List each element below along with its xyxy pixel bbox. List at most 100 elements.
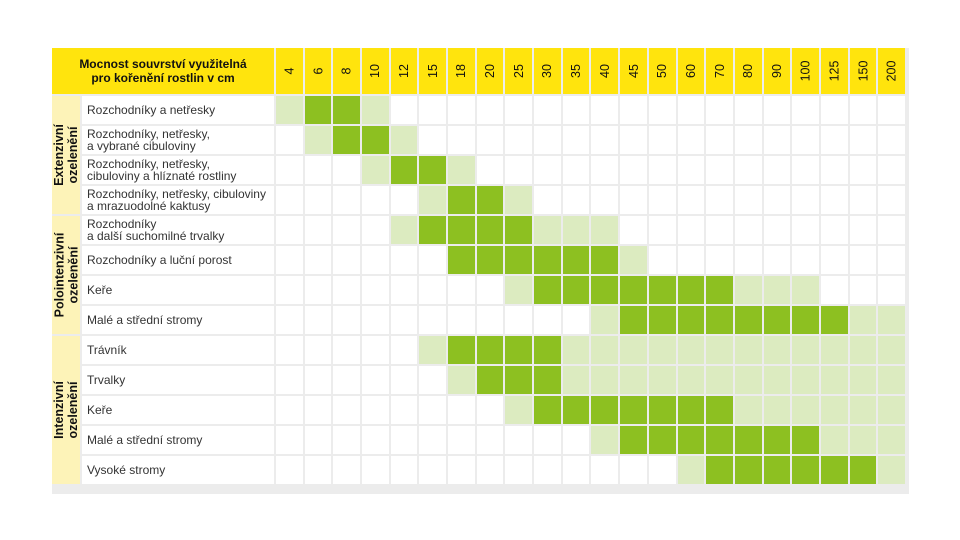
cell-empty	[362, 456, 389, 484]
cell-suitable	[849, 306, 877, 334]
cell-empty	[333, 456, 361, 484]
cell-suitable	[505, 276, 533, 304]
cell-empty	[419, 396, 447, 424]
cell-optimal	[534, 246, 561, 274]
cell-suitable	[849, 426, 877, 454]
cell-optimal	[534, 396, 561, 424]
column-header: 70	[706, 48, 733, 94]
column-header: 8	[333, 48, 361, 94]
row-label: Trávník	[82, 336, 274, 364]
cell-empty	[534, 426, 561, 454]
cell-empty	[820, 216, 848, 244]
column-header-label: 200	[884, 60, 899, 82]
cell-optimal	[620, 276, 647, 304]
cell-suitable	[878, 336, 905, 364]
cell-empty	[390, 186, 418, 214]
cell-suitable	[562, 336, 590, 364]
cell-suitable	[505, 396, 533, 424]
cell-empty	[878, 246, 905, 274]
cell-empty	[476, 426, 504, 454]
cell-empty	[562, 456, 590, 484]
cell-empty	[763, 186, 791, 214]
cell-empty	[534, 306, 561, 334]
cell-suitable	[820, 366, 848, 394]
cell-empty	[792, 126, 819, 154]
cell-empty	[304, 216, 332, 244]
column-header: 12	[390, 48, 418, 94]
cell-empty	[476, 456, 504, 484]
cell-optimal	[476, 216, 504, 244]
cell-empty	[333, 426, 361, 454]
cell-empty	[333, 306, 361, 334]
row-label: Rozchodníky, netřesky, cibuloviny a mraz…	[82, 186, 274, 214]
cell-empty	[276, 156, 303, 184]
cell-empty	[304, 246, 332, 274]
cell-optimal	[734, 306, 762, 334]
column-header: 40	[591, 48, 619, 94]
cell-empty	[591, 186, 619, 214]
cell-empty	[878, 276, 905, 304]
column-header-label: 45	[626, 64, 641, 78]
cell-empty	[706, 156, 733, 184]
cell-empty	[878, 186, 905, 214]
cell-empty	[476, 126, 504, 154]
cell-empty	[505, 306, 533, 334]
cell-suitable	[677, 456, 705, 484]
cell-suitable	[362, 156, 389, 184]
cell-empty	[505, 426, 533, 454]
cell-optimal	[620, 426, 647, 454]
cell-empty	[419, 306, 447, 334]
column-header: 200	[878, 48, 905, 94]
cell-empty	[878, 96, 905, 124]
column-header-label: 80	[741, 64, 756, 78]
cell-empty	[677, 246, 705, 274]
cell-suitable	[878, 426, 905, 454]
cell-empty	[763, 126, 791, 154]
cell-optimal	[620, 396, 647, 424]
cell-suitable	[878, 396, 905, 424]
cell-optimal	[333, 96, 361, 124]
cell-empty	[276, 456, 303, 484]
cell-empty	[362, 306, 389, 334]
column-header: 18	[448, 48, 475, 94]
cell-empty	[505, 156, 533, 184]
cell-suitable	[448, 366, 475, 394]
cell-optimal	[763, 306, 791, 334]
cell-empty	[820, 96, 848, 124]
cell-empty	[390, 396, 418, 424]
cell-empty	[304, 156, 332, 184]
cell-empty	[677, 216, 705, 244]
cell-empty	[734, 216, 762, 244]
column-header-label: 70	[712, 64, 727, 78]
cell-empty	[706, 216, 733, 244]
cell-empty	[534, 456, 561, 484]
column-header: 30	[534, 48, 561, 94]
cell-suitable	[792, 336, 819, 364]
cell-suitable	[763, 366, 791, 394]
group-label-text: Polointenzivní ozelenění	[52, 232, 81, 318]
column-header: 10	[362, 48, 389, 94]
cell-empty	[763, 96, 791, 124]
cell-optimal	[763, 426, 791, 454]
cell-empty	[792, 246, 819, 274]
column-header-label: 25	[511, 64, 526, 78]
row-label: Rozchodníky, netřesky, cibuloviny a hlíz…	[82, 156, 274, 184]
cell-optimal	[648, 306, 676, 334]
cell-optimal	[706, 276, 733, 304]
cell-empty	[648, 216, 676, 244]
cell-empty	[448, 306, 475, 334]
cell-suitable	[620, 366, 647, 394]
cell-suitable	[734, 396, 762, 424]
row-label: Trvalky	[82, 366, 274, 394]
column-header: 45	[620, 48, 647, 94]
column-header-label: 15	[425, 64, 440, 78]
cell-suitable	[792, 396, 819, 424]
cell-suitable	[534, 216, 561, 244]
cell-optimal	[448, 186, 475, 214]
cell-suitable	[591, 306, 619, 334]
cell-empty	[820, 126, 848, 154]
column-header-label: 8	[339, 67, 354, 75]
cell-suitable	[849, 336, 877, 364]
cell-empty	[792, 186, 819, 214]
cell-empty	[476, 276, 504, 304]
